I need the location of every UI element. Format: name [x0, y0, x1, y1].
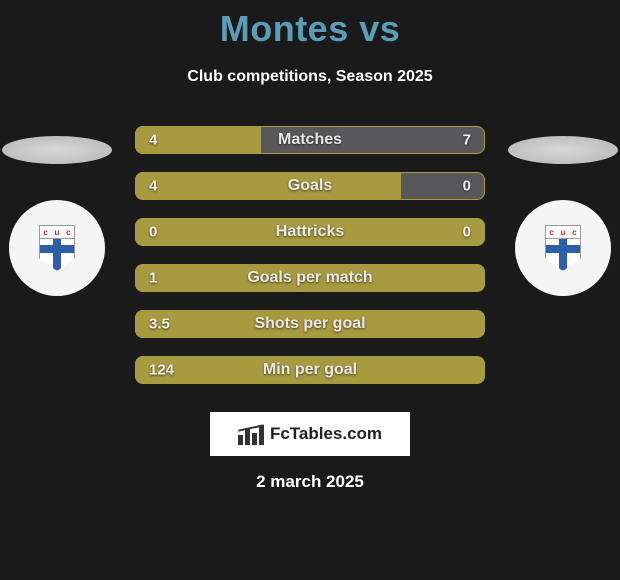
stat-bar-row: 3.5 Shots per goal [135, 310, 485, 338]
stat-bar-row: 124 Min per goal [135, 356, 485, 384]
shield-icon: cuc [545, 225, 581, 271]
stat-bar-row: 4 7 Matches [135, 126, 485, 154]
fctables-chart-icon [238, 423, 264, 445]
stat-right-value: 7 [463, 132, 471, 149]
stat-left-value: 1 [149, 270, 157, 287]
stat-bar-row: 1 Goals per match [135, 264, 485, 292]
stat-label: Hattricks [276, 223, 344, 241]
shield-icon: cuc [39, 225, 75, 271]
stat-bar-row: 0 0 Hattricks [135, 218, 485, 246]
club-badge-right: cuc [515, 200, 611, 296]
club-badge-left: cuc [9, 200, 105, 296]
player-left-placeholder-icon [2, 136, 112, 164]
stat-label: Shots per goal [254, 315, 365, 333]
stat-bars: 4 7 Matches 4 0 Goals 0 0 Hattricks 1 Goals per ma… [135, 126, 485, 402]
stat-left-value: 0 [149, 224, 157, 241]
comparison-area: cuc cuc 4 7 Matches 4 0 Goals 0 0 Hattricks 1 Goal… [0, 126, 620, 406]
stat-label: Min per goal [263, 361, 357, 379]
stat-left-value: 4 [149, 178, 157, 195]
stat-bar-row: 4 0 Goals [135, 172, 485, 200]
stat-label: Goals per match [247, 269, 372, 287]
stat-left-value: 124 [149, 362, 174, 379]
page-title: Montes vs [0, 0, 620, 50]
stat-right-value: 0 [463, 178, 471, 195]
stat-left-value: 3.5 [149, 316, 170, 333]
source-logo-text: FcTables.com [270, 424, 382, 444]
subtitle: Club competitions, Season 2025 [0, 68, 620, 86]
player-left-slot: cuc [2, 126, 112, 286]
stat-label: Goals [288, 177, 332, 195]
source-logo: FcTables.com [210, 412, 410, 456]
player-right-slot: cuc [508, 126, 618, 286]
player-right-placeholder-icon [508, 136, 618, 164]
stat-left-value: 4 [149, 132, 157, 149]
stat-right-value: 0 [463, 224, 471, 241]
stat-label: Matches [278, 131, 342, 149]
footer-date: 2 march 2025 [0, 472, 620, 492]
